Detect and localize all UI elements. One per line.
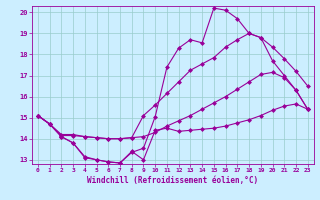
X-axis label: Windchill (Refroidissement éolien,°C): Windchill (Refroidissement éolien,°C) — [87, 176, 258, 185]
